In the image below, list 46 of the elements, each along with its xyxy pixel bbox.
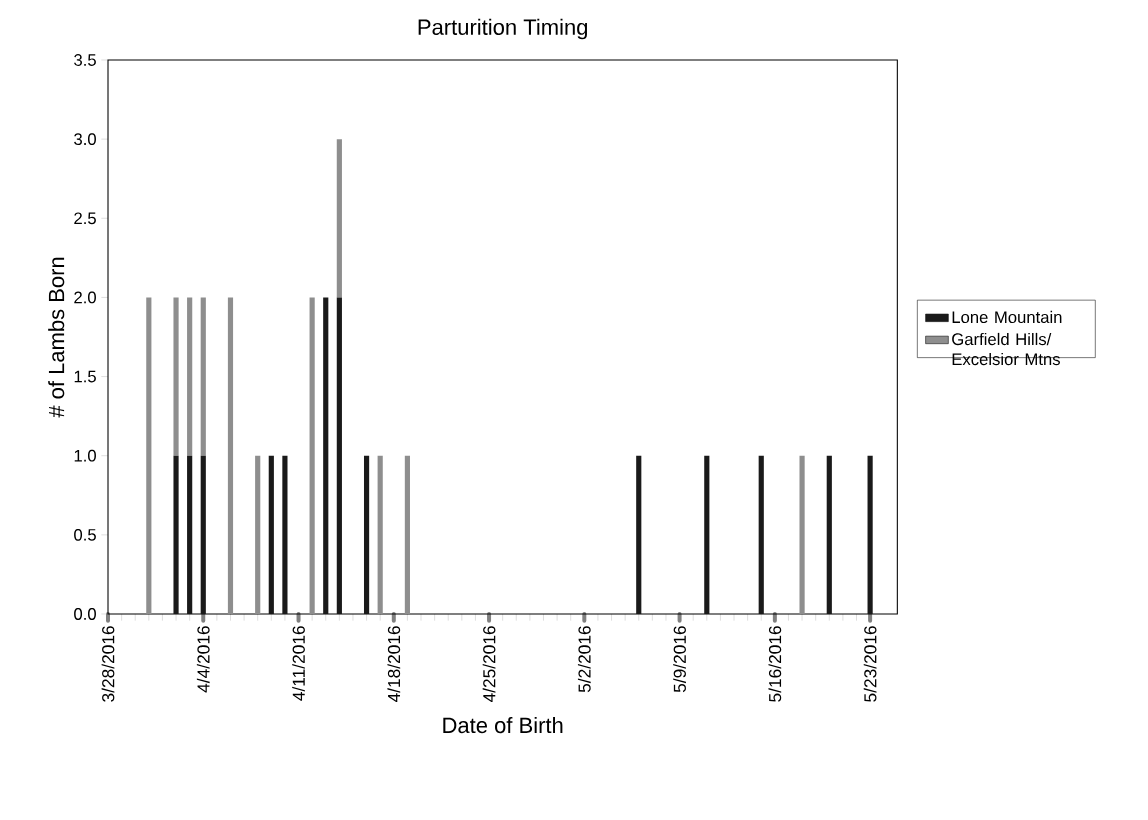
x-tick-label: 5/9/2016 <box>673 626 686 693</box>
chart-title: Parturition Timing <box>418 18 588 40</box>
x-tick-label: 5/2/2016 <box>577 626 591 693</box>
bar <box>799 455 805 614</box>
x-axis-title: Date of Birth <box>443 716 563 734</box>
x-tick-label: 5/23/2016 <box>863 626 877 702</box>
bar <box>309 297 315 614</box>
bar <box>255 455 261 614</box>
x-tick-label: 4/11/2016 <box>292 626 305 701</box>
y-tick-label: 0.0 <box>74 608 96 620</box>
x-tick-label: 4/4/2016 <box>196 626 210 693</box>
bar <box>187 297 193 456</box>
bar <box>323 297 329 614</box>
bar <box>268 455 274 614</box>
y-axis-title: # of Lambs Born <box>48 257 65 418</box>
bar <box>336 297 342 614</box>
bar <box>173 455 179 614</box>
y-tick-label: 2.5 <box>74 212 96 225</box>
x-tick-label: 3/28/2016 <box>101 626 115 702</box>
bar <box>200 297 206 456</box>
bar <box>282 455 288 614</box>
bar <box>636 455 642 614</box>
y-tick-label: 3.0 <box>74 133 96 146</box>
bar <box>173 297 179 456</box>
bar <box>187 455 193 614</box>
bar <box>336 139 342 298</box>
bar <box>200 455 206 614</box>
bar <box>867 455 873 614</box>
x-tick-label: 4/25/2016 <box>482 626 496 703</box>
legend-label: Garfield Hills/ Excelsior Mtns <box>952 332 1060 366</box>
bar <box>146 297 152 614</box>
legend-label: Lone Mountain <box>952 310 1062 324</box>
y-tick-label: 2.0 <box>74 291 96 304</box>
bar <box>363 455 370 614</box>
y-tick-label: 3.5 <box>74 54 96 66</box>
y-tick-label: 1.5 <box>74 370 96 383</box>
y-tick-label: 0.5 <box>74 528 96 541</box>
bar <box>227 297 234 614</box>
bar <box>826 455 832 614</box>
x-tick-label: 5/16/2016 <box>768 626 782 702</box>
bar <box>758 455 764 614</box>
bar <box>377 455 383 614</box>
bar <box>704 455 710 614</box>
y-tick-label: 1.0 <box>74 449 96 462</box>
bar <box>404 455 410 614</box>
x-tick-label: 4/18/2016 <box>387 626 401 703</box>
